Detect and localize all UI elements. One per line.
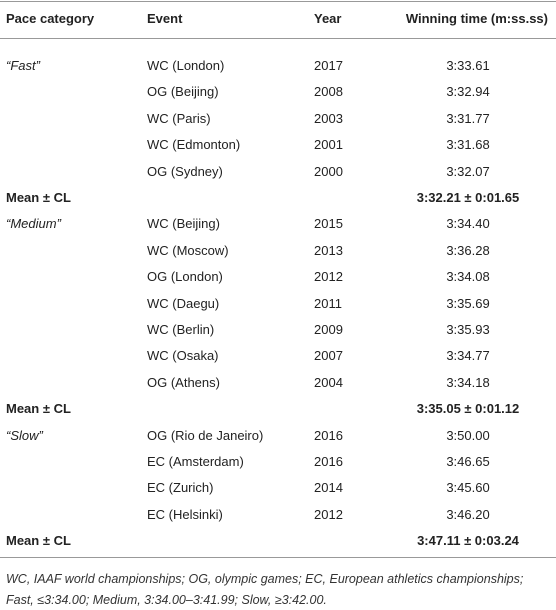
mean-value: 3:35.05 ± 0:01.12 <box>416 401 520 417</box>
year: 2013 <box>314 242 343 258</box>
year: 2001 <box>314 137 343 153</box>
mean-label: Mean ± CL <box>6 533 71 549</box>
year: 2017 <box>314 58 343 73</box>
column-header: Winning time (m:ss.ss) <box>405 11 548 26</box>
year: 2000 <box>314 163 343 179</box>
event: WC (Paris) <box>147 110 211 126</box>
year: 2009 <box>314 322 343 337</box>
column-header: Year <box>314 11 342 26</box>
mean-label: Mean ± CL <box>6 401 71 417</box>
column-header: Event <box>147 11 183 26</box>
winning-time: 3:50.00 <box>446 427 490 443</box>
year: 2007 <box>314 348 343 364</box>
footnote: WC, IAAF world championships; OG, olympi… <box>6 572 524 607</box>
winning-time: 3:34.18 <box>446 374 490 390</box>
year: 2004 <box>314 374 343 390</box>
event: OG (London) <box>147 269 223 285</box>
year: 2015 <box>314 216 343 232</box>
winning-time: 3:46.65 <box>446 454 490 469</box>
mean-value: 3:47.11 ± 0:03.24 <box>417 533 519 549</box>
winning-time: 3:36.28 <box>446 242 490 258</box>
mean-value: 3:32.21 ± 0:01.65 <box>416 190 520 205</box>
event: WC (Edmonton) <box>147 137 241 153</box>
winning-time: 3:35.93 <box>446 322 490 337</box>
event: WC (Osaka) <box>147 348 219 364</box>
rule <box>0 557 556 558</box>
event: EC (Helsinki) <box>147 506 223 522</box>
winning-time: 3:34.77 <box>446 348 490 364</box>
winning-time: 3:31.77 <box>446 110 490 126</box>
winning-time: 3:31.68 <box>446 137 490 153</box>
event: OG (Rio de Janeiro) <box>147 427 264 443</box>
year: 2014 <box>314 480 343 496</box>
event: WC (Moscow) <box>147 242 229 258</box>
year: 2016 <box>314 454 343 469</box>
event: EC (Amsterdam) <box>147 454 244 469</box>
mean-label: Mean ± CL <box>6 190 71 205</box>
winning-time: 3:34.08 <box>446 269 490 285</box>
year: 2012 <box>314 269 343 285</box>
year: 2016 <box>314 427 343 443</box>
winning-time: 3:33.61 <box>446 58 490 73</box>
winning-time: 3:34.40 <box>446 216 490 232</box>
winning-time: 3:45.60 <box>446 480 490 496</box>
year: 2003 <box>314 110 343 126</box>
winning-time: 3:46.20 <box>446 506 490 522</box>
event: EC (Zurich) <box>147 480 214 496</box>
pace-category: “Fast” <box>6 58 40 73</box>
winning-time: 3:35.69 <box>446 295 490 311</box>
year: 2012 <box>314 506 343 522</box>
year: 2008 <box>314 84 343 100</box>
pace-category: “Slow” <box>6 427 43 443</box>
event: WC (Berlin) <box>147 322 215 337</box>
event: WC (Beijing) <box>147 216 220 232</box>
event: OG (Beijing) <box>147 84 219 100</box>
event: OG (Sydney) <box>147 163 223 179</box>
rule <box>0 38 556 39</box>
winning-time: 3:32.94 <box>446 84 490 100</box>
event: WC (Daegu) <box>147 295 220 311</box>
winning-time: 3:32.07 <box>446 163 490 179</box>
column-header: Pace category <box>6 11 95 26</box>
year: 2011 <box>314 295 342 311</box>
event: OG (Athens) <box>147 374 220 390</box>
pace-category: “Medium” <box>6 216 61 232</box>
event: WC (London) <box>147 58 225 73</box>
rule <box>0 1 556 2</box>
